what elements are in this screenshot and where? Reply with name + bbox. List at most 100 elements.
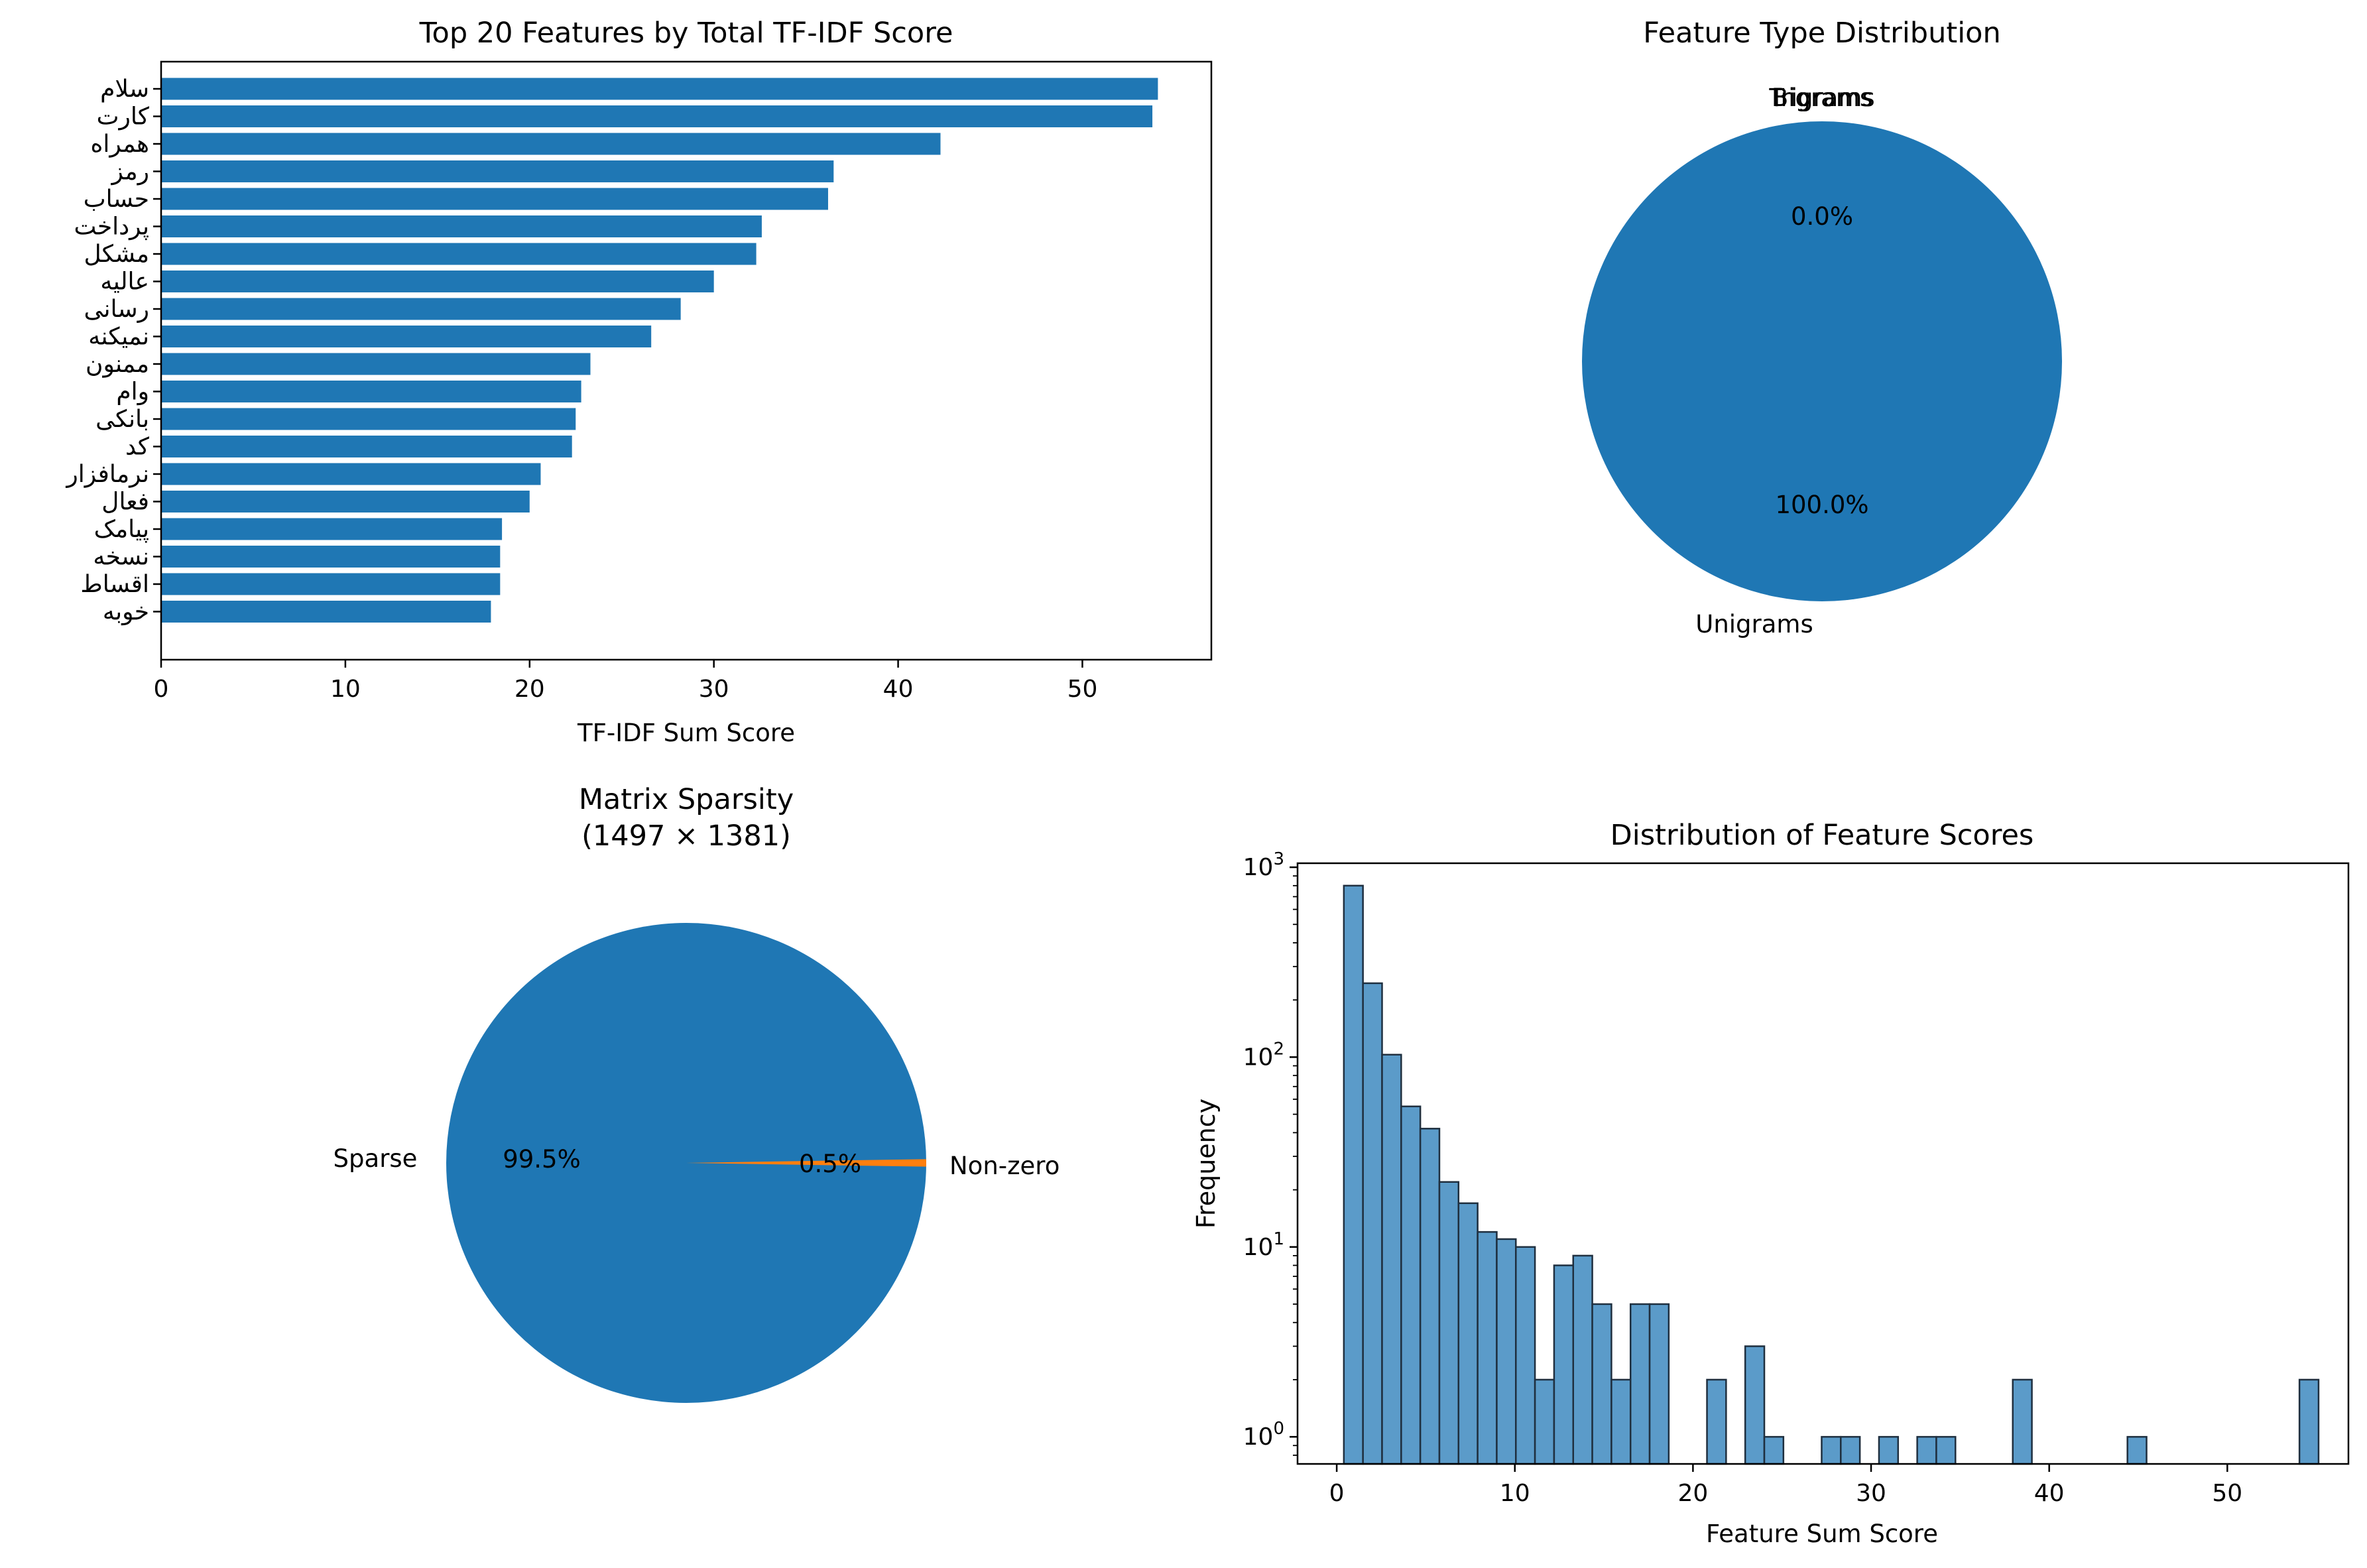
histogram-bar xyxy=(1706,1378,1727,1465)
y-tick-label: 102 xyxy=(1243,1039,1284,1071)
x-tick-label: 30 xyxy=(1856,1480,1886,1507)
y-tick-label: نمیکنه xyxy=(88,324,149,351)
y-tick-label: پرداخت xyxy=(74,213,149,241)
histogram-title: Distribution of Feature Scores xyxy=(1610,819,2034,852)
x-tick-label: 20 xyxy=(1677,1480,1708,1507)
bar xyxy=(161,491,530,513)
histogram-bar xyxy=(1419,1128,1441,1465)
bar xyxy=(161,353,591,375)
histogram-bar xyxy=(1553,1264,1575,1465)
histogram-bar xyxy=(1362,982,1383,1465)
histogram-bar xyxy=(1610,1378,1632,1465)
y-tick-label: 100 xyxy=(1243,1419,1284,1451)
sparsity-pie-subtitle: (1497 × 1381) xyxy=(581,819,791,853)
histogram-ylabel: Frequency xyxy=(1191,1099,1221,1229)
bar xyxy=(161,546,501,568)
histogram-bar xyxy=(1821,1435,1842,1465)
bar xyxy=(161,518,503,540)
x-tick-label: 30 xyxy=(699,676,729,703)
histogram-bar xyxy=(1343,884,1364,1465)
x-tick-label: 0 xyxy=(154,676,169,703)
histogram-bar xyxy=(1629,1303,1651,1465)
pie-label-bigrams: Bigrams xyxy=(1772,84,1872,112)
y-tick-label: حساب xyxy=(84,186,149,213)
pie-label-sparse: Sparse xyxy=(334,1144,418,1173)
histogram-axes-frame xyxy=(1296,862,2350,1465)
y-tick-label: اقساط xyxy=(80,571,149,598)
x-tick-label: 10 xyxy=(330,676,361,703)
histogram-panel: Distribution of Feature Scores 0 10 20 30 40… xyxy=(1191,819,2350,1548)
histogram-bar xyxy=(2012,1378,2033,1465)
pie-slice-non-zero xyxy=(686,1159,926,1167)
histogram-bar xyxy=(1457,1202,1479,1465)
sparsity-pie-panel: Matrix Sparsity (1497 × 1381) Sparse 99.… xyxy=(334,783,1060,1403)
pie-pct-sparse: 99.5% xyxy=(503,1145,581,1174)
bar-chart-panel: Top 20 Features by Total TF-IDF Score 0 1… xyxy=(65,17,1213,747)
bar-chart-title: Top 20 Features by Total TF-IDF Score xyxy=(419,17,953,50)
histogram-bar xyxy=(1916,1435,1937,1465)
bar xyxy=(161,78,1158,100)
y-tick-label: مشکل xyxy=(84,241,149,268)
x-tick-label: 0 xyxy=(1329,1480,1345,1507)
bar xyxy=(161,215,762,237)
histogram-bar xyxy=(1477,1231,1498,1465)
bar xyxy=(161,160,834,182)
y-tick-label: 103 xyxy=(1243,849,1284,881)
bar xyxy=(161,298,681,320)
sparsity-pie-title: Matrix Sparsity xyxy=(579,783,794,816)
y-tick-label: کد xyxy=(125,434,150,461)
bar xyxy=(161,188,828,210)
bar-chart-axes-frame xyxy=(160,60,1213,661)
bar xyxy=(161,133,941,155)
histogram-bar xyxy=(1840,1435,1861,1465)
y-tick-label: 101 xyxy=(1243,1229,1284,1261)
bar xyxy=(161,381,581,402)
histogram-bar xyxy=(1496,1238,1517,1465)
y-tick-label: رسانی xyxy=(84,296,149,323)
y-tick-label: پیامک xyxy=(94,516,149,543)
pie-label-non-zero: Non-zero xyxy=(949,1152,1060,1180)
x-tick-label: 50 xyxy=(2212,1480,2242,1507)
histogram-bar xyxy=(1648,1303,1670,1465)
pie-slice-unigrams xyxy=(1582,121,2062,601)
y-tick-label: بانکی xyxy=(95,406,149,433)
feature-type-pie-panel: Feature Type Distribution Unigrams Bigra… xyxy=(1582,17,2062,638)
x-tick-label: 40 xyxy=(2034,1480,2065,1507)
y-tick-label: همراه xyxy=(90,131,149,158)
histogram-bar xyxy=(1878,1435,1900,1465)
histogram-bar xyxy=(1744,1345,1766,1465)
pie-label-trigrams: Trigrams xyxy=(1768,84,1874,112)
bar xyxy=(161,408,576,430)
y-tick-label: نسخه xyxy=(93,544,149,571)
pie-pct-small: 0.0% xyxy=(1791,202,1853,231)
pie-label-unigrams: Unigrams xyxy=(1695,610,1813,638)
y-tick-label: کارت xyxy=(97,103,150,131)
y-tick-label: ممنون xyxy=(86,351,149,378)
bar-chart-xlabel: TF-IDF Sum Score xyxy=(577,719,795,747)
histogram-bar xyxy=(2298,1378,2320,1465)
y-tick-label: فعال xyxy=(101,489,149,516)
x-tick-label: 20 xyxy=(515,676,545,703)
bar xyxy=(161,105,1153,127)
pie-pct-non-zero: 0.5% xyxy=(799,1150,861,1178)
bar xyxy=(161,243,757,265)
histogram-bar xyxy=(1400,1105,1422,1465)
bar xyxy=(161,271,714,292)
bar xyxy=(161,573,501,595)
bar xyxy=(161,601,491,623)
x-tick-label: 10 xyxy=(1500,1480,1530,1507)
pie-pct-unigrams: 100.0% xyxy=(1775,491,1868,519)
y-tick-label: وام xyxy=(116,379,149,406)
histogram-bar xyxy=(1534,1378,1555,1465)
histogram-bar xyxy=(1935,1435,1957,1465)
x-tick-label: 50 xyxy=(1067,676,1098,703)
histogram-bar xyxy=(1572,1254,1593,1465)
y-tick-label: رمز xyxy=(110,158,149,186)
y-tick-label: نرمافزار xyxy=(65,461,149,488)
bar xyxy=(161,436,572,457)
histogram-bar xyxy=(1438,1181,1460,1465)
histogram-bar xyxy=(1515,1246,1536,1465)
histogram-xlabel: Feature Sum Score xyxy=(1706,1520,1938,1548)
y-tick-label: عالیه xyxy=(100,269,149,296)
